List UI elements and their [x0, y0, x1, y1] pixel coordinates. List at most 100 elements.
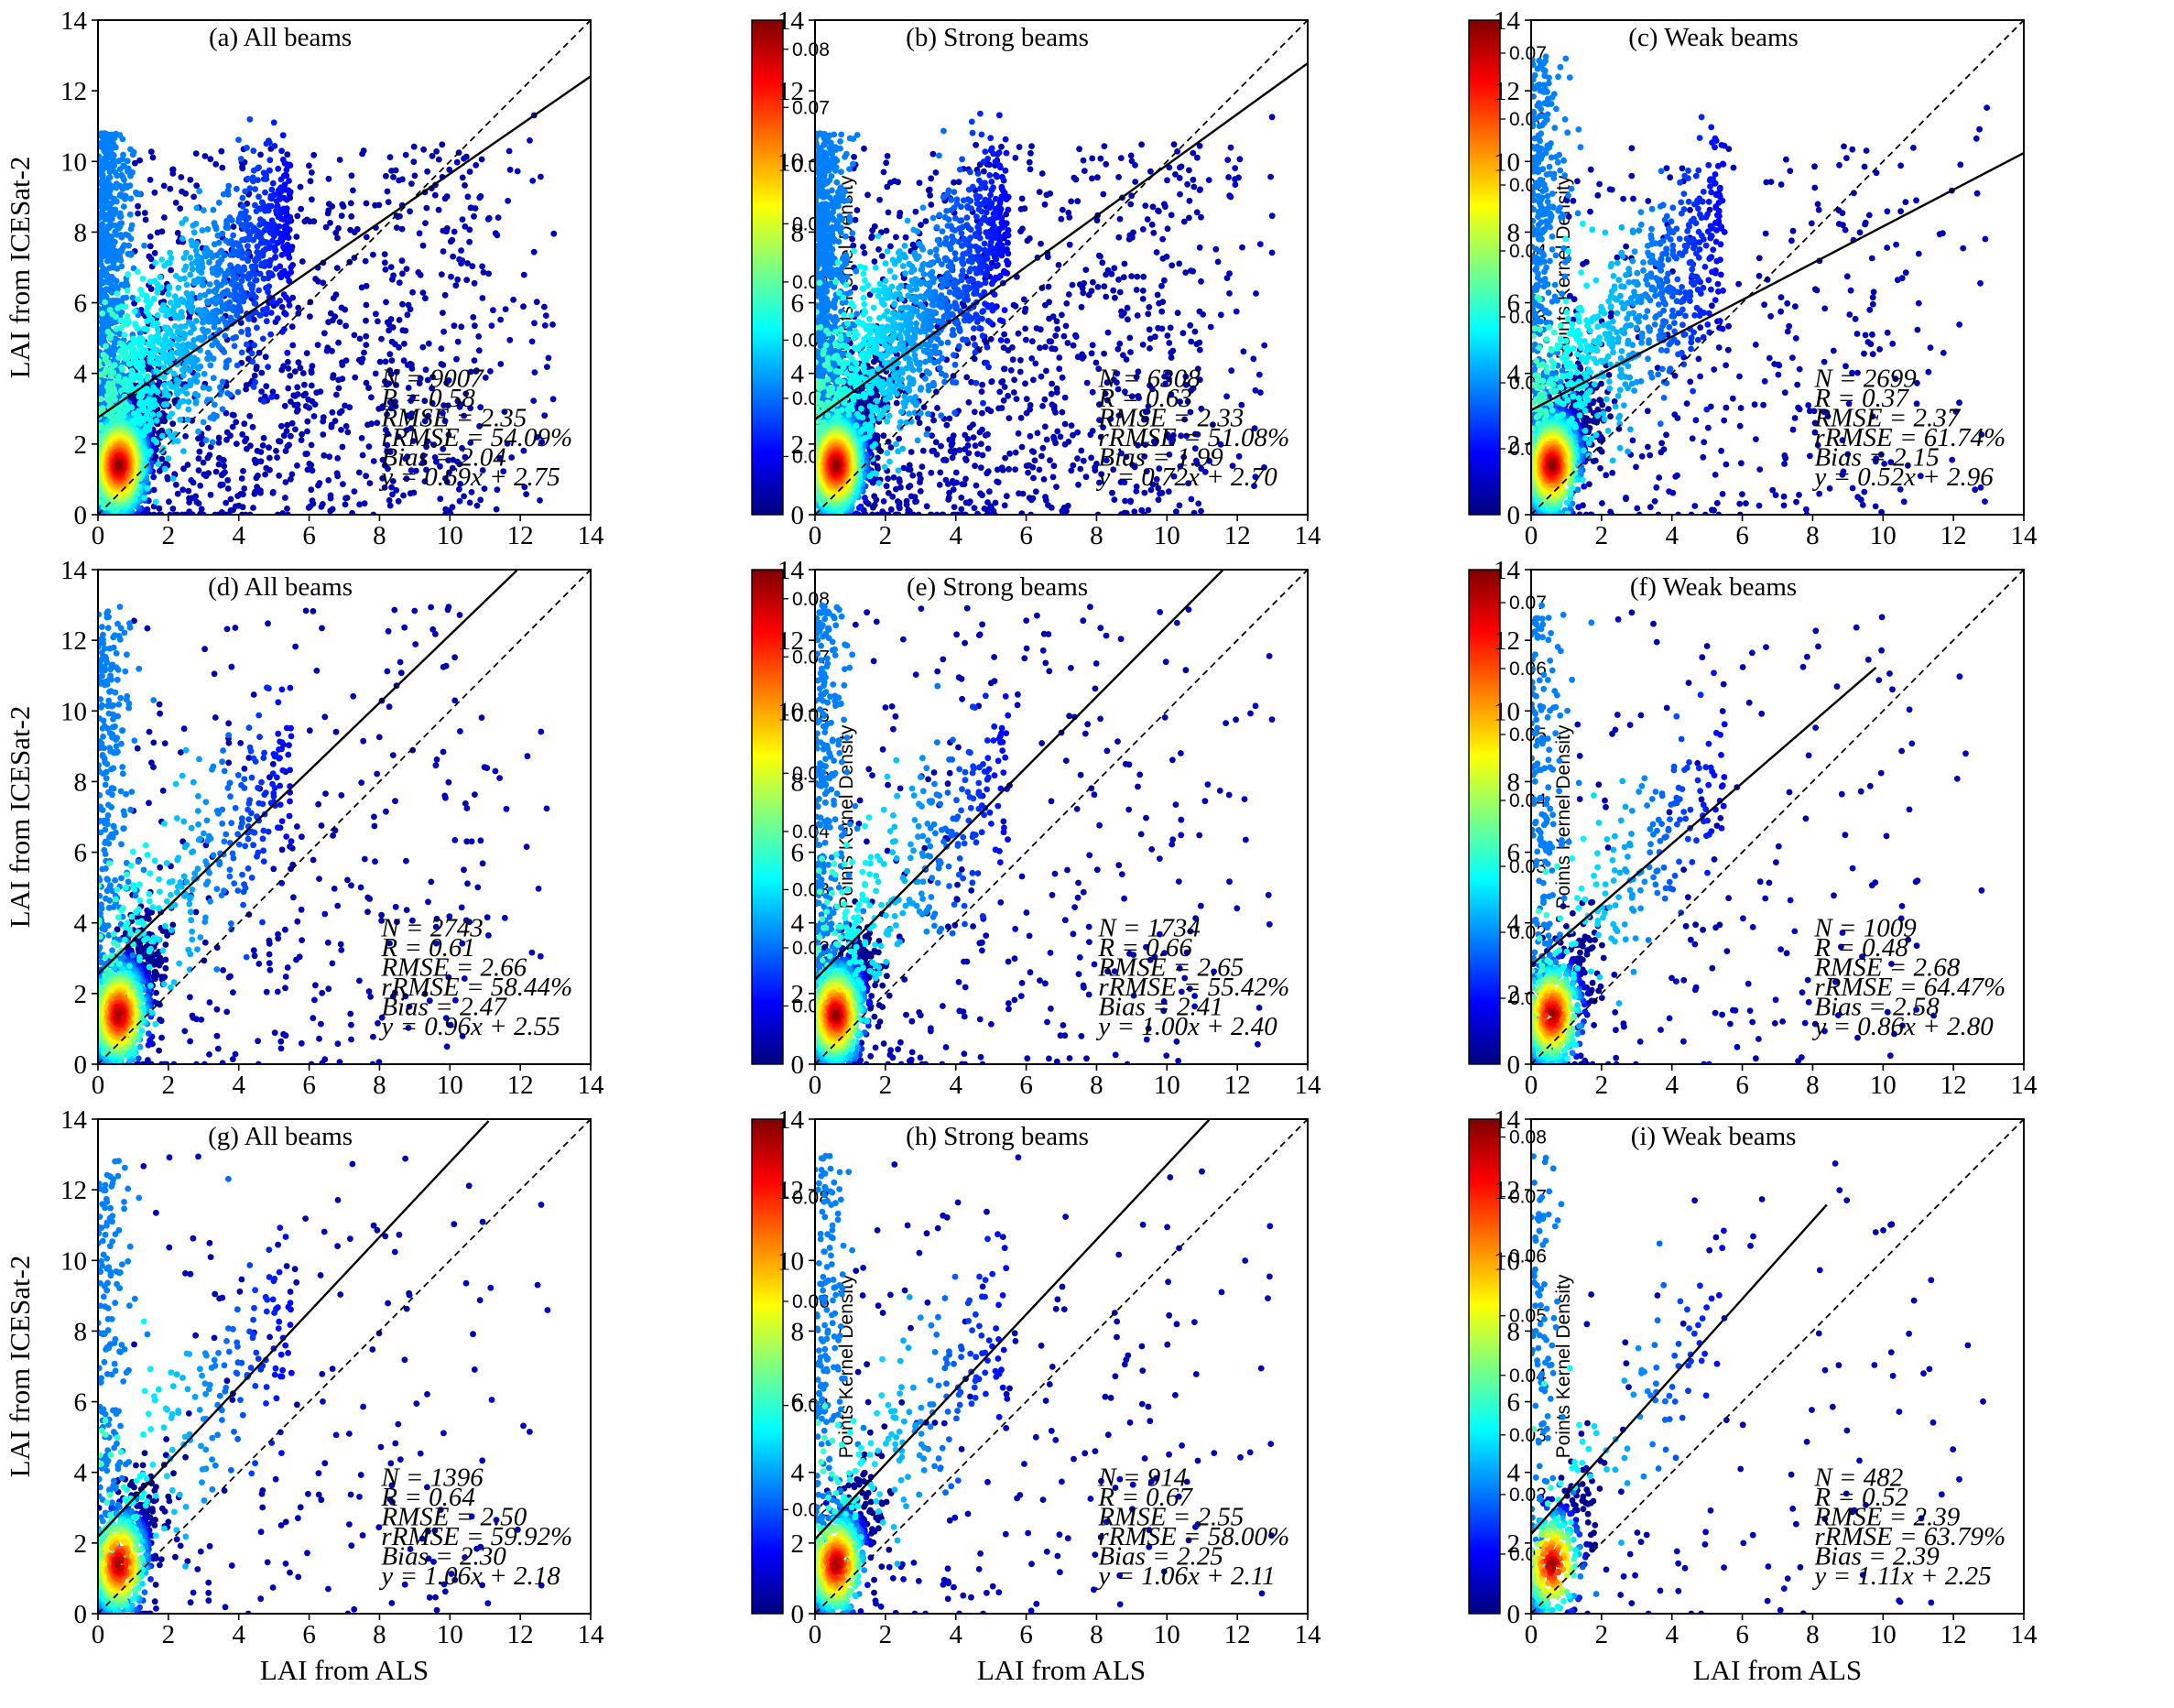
data-point [480, 268, 487, 276]
data-point [134, 268, 141, 276]
data-point [267, 310, 275, 316]
data-point [473, 162, 480, 169]
data-point [342, 423, 350, 430]
data-point [161, 374, 168, 381]
data-point [374, 419, 381, 427]
data-point [396, 317, 403, 323]
data-point [424, 438, 431, 445]
data-point [327, 219, 333, 226]
data-point [250, 147, 257, 155]
data-point [154, 311, 161, 319]
data-point [260, 434, 267, 441]
data-point [284, 273, 291, 279]
data-point [501, 408, 508, 415]
data-point [230, 232, 236, 239]
data-point [183, 249, 190, 256]
data-point [117, 317, 125, 324]
data-point [259, 307, 266, 313]
data-point [399, 300, 406, 308]
data-point [363, 332, 370, 340]
data-point [141, 495, 147, 501]
data-point [184, 416, 191, 423]
data-point [174, 438, 181, 444]
data-point [288, 398, 294, 405]
data-point [492, 230, 499, 236]
data-point [405, 385, 412, 391]
data-point [101, 268, 108, 276]
data-point [329, 347, 335, 354]
data-point [130, 148, 137, 156]
data-point [335, 385, 342, 392]
data-point [363, 342, 370, 348]
data-point [309, 497, 316, 504]
data-point [139, 275, 147, 282]
data-point [268, 394, 275, 400]
data-point [477, 496, 484, 504]
data-point [235, 218, 242, 225]
data-point [130, 265, 137, 272]
data-point [464, 260, 471, 267]
data-point [165, 428, 172, 435]
data-point [254, 249, 261, 256]
data-point [161, 387, 168, 395]
data-point [234, 388, 242, 396]
data-point [321, 451, 328, 459]
data-point [466, 226, 473, 234]
data-point [125, 271, 132, 278]
data-point [303, 216, 310, 223]
data-point [98, 194, 103, 201]
data-point [150, 503, 158, 510]
data-point [154, 229, 161, 236]
data-point [443, 193, 451, 200]
data-point [459, 174, 466, 181]
data-point [190, 222, 197, 229]
data-point [523, 491, 529, 497]
data-point [451, 322, 458, 330]
data-point [126, 343, 134, 351]
data-point [187, 377, 194, 385]
data-point [279, 510, 287, 515]
data-point [108, 240, 115, 246]
data-point [537, 497, 543, 504]
data-point [135, 296, 141, 303]
data-point [98, 287, 103, 294]
data-point [98, 396, 104, 403]
data-point [102, 160, 108, 168]
data-point [166, 283, 173, 290]
data-point [190, 193, 198, 201]
data-point [211, 288, 218, 295]
data-point [169, 170, 177, 177]
data-point [285, 385, 292, 392]
data-point [500, 468, 507, 475]
data-point [404, 453, 411, 461]
data-point [207, 362, 214, 369]
data-point [118, 387, 125, 394]
data-point [209, 266, 216, 273]
data-point [239, 165, 246, 172]
data-point [260, 169, 267, 177]
data-point [110, 352, 117, 358]
data-point [475, 333, 483, 340]
data-point [116, 253, 124, 260]
data-point [385, 199, 392, 206]
data-point [151, 250, 158, 256]
data-point [98, 391, 104, 397]
data-point [266, 454, 273, 462]
data-point [104, 192, 112, 200]
data-point [129, 294, 136, 301]
data-point [122, 192, 129, 200]
data-point [247, 281, 254, 288]
data-point [258, 262, 265, 269]
data-point [147, 177, 154, 183]
data-point [400, 357, 408, 364]
data-point [117, 324, 125, 332]
data-point [253, 365, 260, 373]
data-point [266, 444, 272, 451]
data-point [493, 506, 500, 513]
data-point [202, 473, 210, 480]
data-point [482, 375, 489, 381]
data-point [454, 276, 462, 283]
data-point [299, 258, 306, 265]
data-point [178, 174, 185, 180]
data-point [269, 488, 277, 495]
